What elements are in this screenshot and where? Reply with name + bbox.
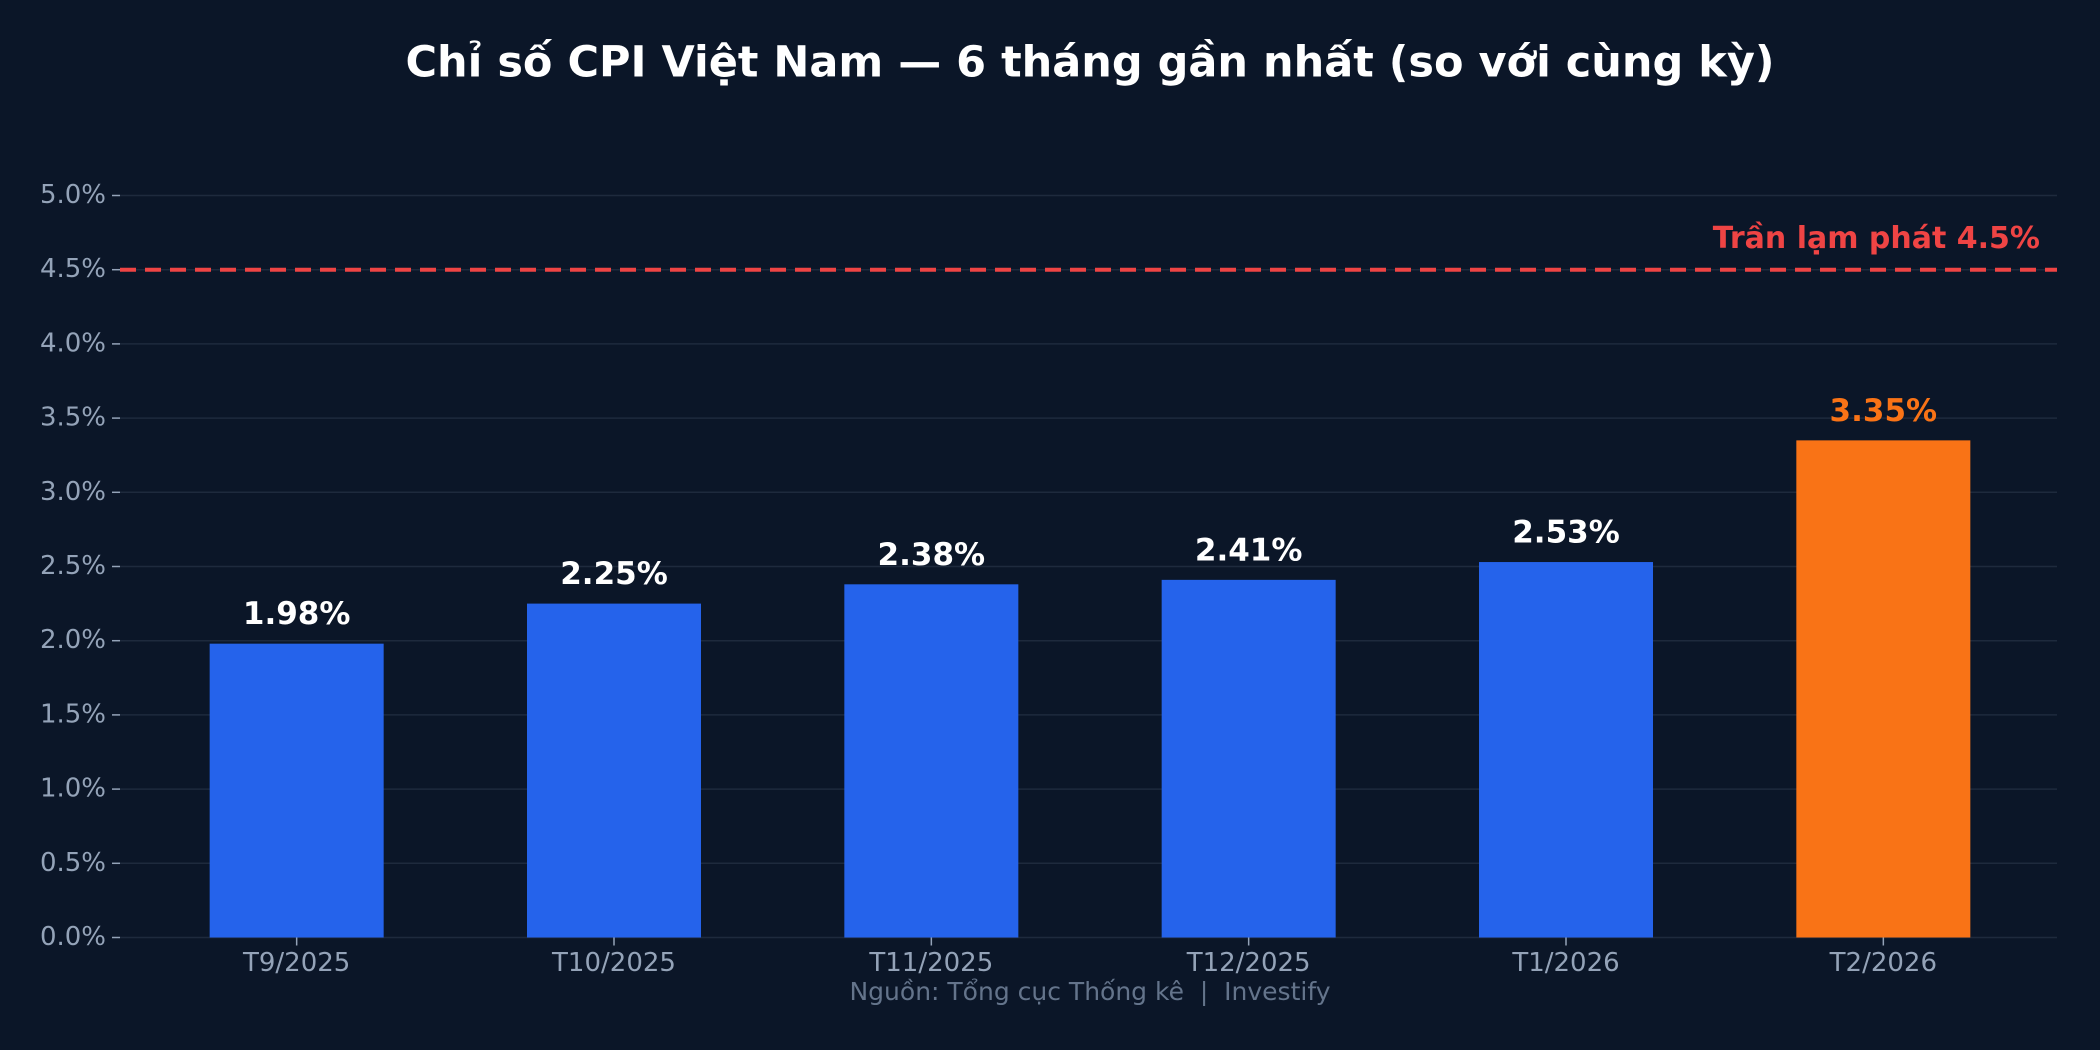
x-tick-label: T10/2025 — [551, 948, 676, 978]
bar — [844, 584, 1019, 938]
value-label: 2.25% — [560, 556, 668, 592]
bar — [527, 603, 701, 938]
y-tick-label: 5.0% — [40, 180, 106, 210]
value-label: 2.53% — [1512, 515, 1620, 551]
chart-title: Chỉ số CPI Việt Nam — 6 tháng gần nhất (… — [405, 38, 1774, 88]
bar — [209, 643, 384, 938]
y-tick-label: 2.5% — [40, 551, 106, 581]
y-tick-label: 0.0% — [40, 922, 106, 952]
value-label: 1.98% — [243, 596, 351, 632]
y-tick-label: 3.0% — [40, 477, 106, 507]
value-label: 2.38% — [878, 537, 986, 573]
value-label: 2.41% — [1195, 532, 1303, 568]
source-note: Nguồn: Tổng cục Thống kê | Investify — [849, 977, 1330, 1006]
y-tick-label: 3.5% — [40, 403, 106, 433]
x-tick-label: T2/2026 — [1829, 948, 1937, 978]
x-tick-label: T9/2025 — [242, 948, 350, 978]
y-tick-label: 2.0% — [40, 625, 106, 655]
x-tick-label: T12/2025 — [1186, 948, 1311, 978]
x-tick-label: T1/2026 — [1511, 948, 1619, 978]
reference-label: Trần lạm phát 4.5% — [1713, 221, 2040, 256]
value-label: 3.35% — [1830, 393, 1938, 429]
bar — [1479, 562, 1653, 938]
y-tick-label: 0.5% — [40, 848, 106, 878]
y-tick-label: 1.5% — [40, 699, 106, 729]
bar — [1161, 579, 1336, 938]
y-tick-label: 1.0% — [40, 774, 106, 804]
x-tick-label: T11/2025 — [868, 948, 993, 978]
y-tick-label: 4.5% — [40, 254, 106, 284]
y-tick-label: 4.0% — [40, 328, 106, 358]
bar — [1796, 440, 1971, 938]
